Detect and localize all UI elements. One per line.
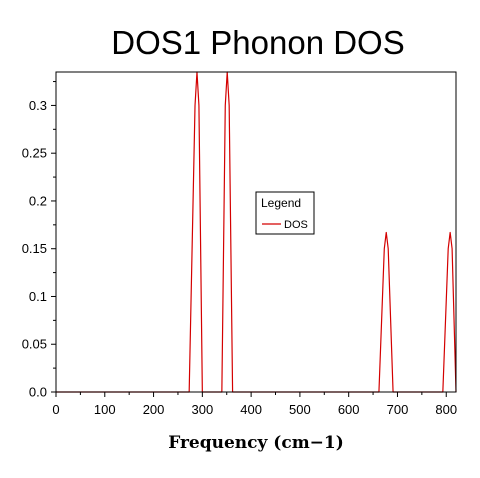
- plot-frame: [55, 71, 457, 393]
- x-tick-label: 0: [52, 402, 59, 417]
- y-axis: 0.0 0.05 0.1 0.15 0.2 0.25 0.3: [22, 81, 56, 400]
- legend-box: [255, 191, 315, 235]
- chart-title: DOS1 Phonon DOS: [111, 24, 405, 61]
- legend: Legend DOS: [255, 191, 315, 235]
- y-tick-label: 0.1: [29, 289, 47, 304]
- y-tick-label: 0.05: [22, 337, 47, 352]
- x-tick-label: 300: [191, 402, 213, 417]
- y-tick-label: 0.2: [29, 193, 47, 208]
- x-tick-label: 600: [338, 402, 360, 417]
- x-axis-label: Frequency (cm−1): [168, 433, 344, 453]
- x-tick-label: 100: [94, 402, 116, 417]
- x-tick-label: 500: [289, 402, 311, 417]
- x-tick-label: 200: [143, 402, 165, 417]
- y-tick-label: 0.3: [29, 98, 47, 113]
- y-tick-label: 0.0: [29, 385, 47, 400]
- x-tick-label: 800: [435, 402, 457, 417]
- x-tick-label: 400: [240, 402, 262, 417]
- legend-entry-dos: DOS: [284, 219, 308, 231]
- plot-area: [55, 71, 457, 393]
- x-tick-label: 700: [387, 402, 409, 417]
- y-tick-label: 0.15: [22, 241, 47, 256]
- x-axis: 0 100 200 300 400 500 600 700 800: [52, 392, 457, 417]
- legend-title: Legend: [261, 196, 301, 210]
- y-tick-label: 0.25: [22, 146, 47, 161]
